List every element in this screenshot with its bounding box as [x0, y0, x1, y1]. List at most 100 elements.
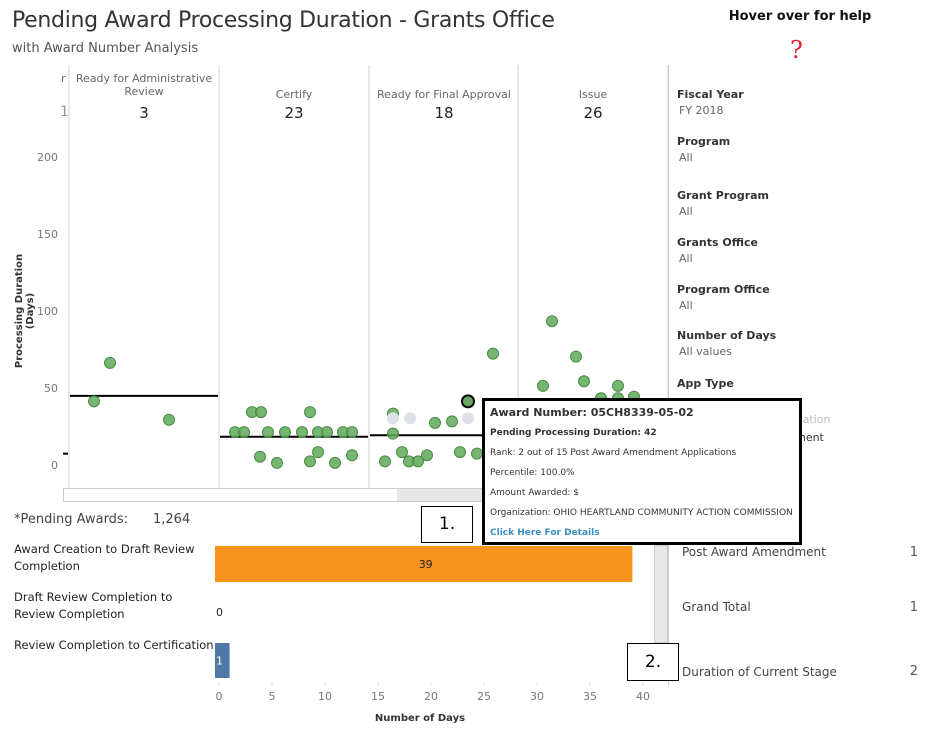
table-divider: [668, 545, 669, 685]
page-subtitle: with Award Number Analysis: [12, 41, 199, 56]
annotation-1: 1.: [421, 506, 473, 543]
tooltip-organization: Organization: OHIO HEARTLAND COMMUNITY A…: [490, 508, 793, 518]
bar: [215, 643, 230, 678]
tooltip-rank: Rank: 2 out of 15 Post Award Amendment A…: [490, 448, 737, 458]
filter-number-of-days-value[interactable]: All values: [679, 345, 732, 358]
x-tick: 40: [636, 690, 650, 703]
y-tick: 100: [37, 305, 58, 318]
tooltip-amount: Amount Awarded: $: [490, 488, 580, 498]
tooltip-percentile: Percentile: 100.0%: [490, 468, 575, 478]
data-point: [271, 456, 283, 469]
data-point: [163, 413, 175, 426]
data-point: [329, 456, 341, 469]
data-point: [462, 412, 474, 425]
filter-fiscal-year-label: Fiscal Year: [677, 88, 744, 101]
annotation-2: 2.: [627, 643, 679, 681]
page-title: Pending Award Processing Duration - Gran…: [12, 8, 555, 33]
filter-number-of-days-label: Number of Days: [677, 329, 777, 342]
bar: [215, 546, 633, 582]
table-row-value: 1: [909, 545, 918, 560]
x-tick: 20: [424, 690, 438, 703]
filter-app-type-label: App Type: [677, 377, 734, 390]
table-row-label: Post Award Amendment: [682, 545, 826, 559]
data-point: [421, 449, 433, 462]
filter-fiscal-year-value[interactable]: FY 2018: [679, 104, 724, 117]
data-point: [255, 406, 267, 419]
data-point: [429, 416, 441, 429]
y-tick: 200: [37, 151, 58, 164]
column-count: 26: [583, 104, 603, 122]
data-point: [404, 412, 416, 425]
tooltip-duration: Pending Processing Duration: 42: [490, 428, 657, 438]
bar-value-label: 1: [216, 655, 223, 668]
column-count: 18: [434, 104, 454, 122]
column-header-issue: Issue: [578, 88, 608, 101]
x-tick: 5: [268, 690, 276, 703]
column-header-certify: Certify: [275, 88, 313, 101]
column-header-admin-review: Ready for Administrative Review: [75, 72, 213, 98]
data-point: [88, 395, 100, 408]
x-tick: 30: [530, 690, 544, 703]
data-point: [346, 449, 358, 462]
data-point: [262, 426, 274, 439]
data-point: [387, 427, 399, 440]
data-point: [387, 412, 399, 425]
table-row-value: 2: [909, 664, 918, 679]
tooltip-award-number: Award Number: 05CH8339-05-02: [490, 406, 694, 419]
column-count: 23: [284, 104, 304, 122]
x-tick: 25: [477, 690, 491, 703]
data-point: [321, 426, 333, 439]
x-tick: 0: [215, 690, 223, 703]
filter-program-office-value[interactable]: All: [679, 299, 693, 312]
filter-grant-program-value[interactable]: All: [679, 205, 693, 218]
y-tick: 150: [37, 228, 58, 241]
table-row-value: 1: [909, 600, 918, 615]
filter-grants-office-value[interactable]: All: [679, 252, 693, 265]
tooltip-details-link[interactable]: Click Here For Details: [490, 528, 600, 538]
data-point: [446, 415, 458, 428]
data-point: [412, 455, 424, 468]
data-point: [296, 426, 308, 439]
x-tick: 35: [583, 690, 597, 703]
x-tick: 10: [318, 690, 332, 703]
pending-awards-label: *Pending Awards:: [14, 512, 129, 527]
x-axis-label: Number of Days: [374, 713, 466, 724]
filter-program-value[interactable]: All: [679, 151, 693, 164]
data-point: [254, 450, 266, 463]
data-point: [570, 350, 582, 363]
data-point: [461, 394, 475, 409]
bar-value-label: 0: [216, 606, 223, 619]
filter-grant-program-label: Grant Program: [677, 189, 770, 202]
data-point: [454, 446, 466, 459]
bar-category-label: Draft Review Completion to Review Comple…: [14, 590, 173, 621]
data-point: [346, 426, 358, 439]
y-tick: 50: [44, 382, 58, 395]
help-question-icon[interactable]: ?: [790, 36, 803, 64]
data-point: [612, 379, 624, 392]
data-point: [312, 446, 324, 459]
filter-program-label: Program: [677, 135, 731, 148]
data-point: [304, 455, 316, 468]
partial-column-label: r: [61, 72, 66, 85]
data-point: [104, 356, 116, 369]
table-row-label: Duration of Current Stage: [682, 665, 837, 679]
x-tick: 15: [371, 690, 385, 703]
data-point: [379, 455, 391, 468]
y-tick: 0: [51, 459, 58, 472]
data-point: [304, 406, 316, 419]
bar-category-label: Review Completion to Certification: [14, 638, 214, 652]
award-tooltip: Award Number: 05CH8339-05-02 Pending Pro…: [482, 398, 802, 545]
data-point: [487, 347, 499, 360]
help-text: Hover over for help: [728, 9, 872, 24]
vertical-scrollbar[interactable]: [654, 545, 668, 643]
data-point: [546, 315, 558, 328]
column-header-final-approval: Ready for Final Approval: [377, 88, 511, 101]
data-point: [279, 426, 291, 439]
data-point: [537, 379, 549, 392]
partial-column-count: 1: [60, 104, 69, 120]
table-row-label: Grand Total: [682, 600, 751, 614]
data-point: [238, 426, 250, 439]
data-point: [578, 375, 590, 388]
data-point: [396, 446, 408, 459]
